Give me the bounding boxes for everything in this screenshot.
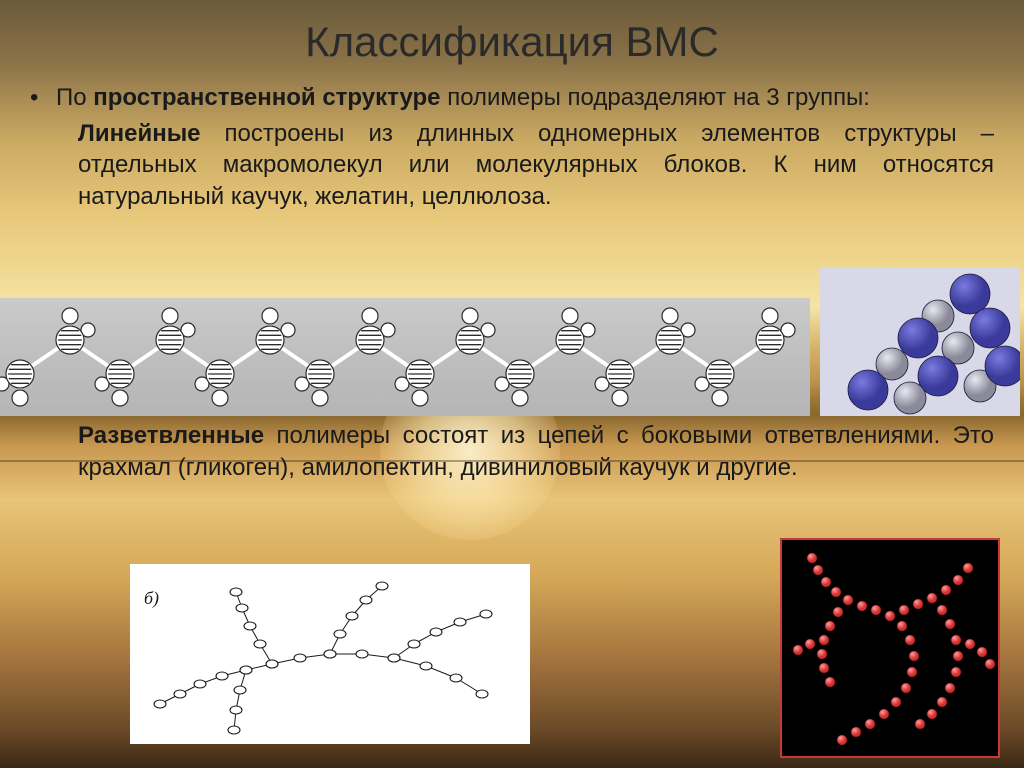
svg-text:б): б) [144,588,159,609]
body-bottom: Разветвленные полимеры состоят из цепей … [30,420,994,483]
branched-diagram-black [780,538,1000,758]
para2-rest: построены из длинных одномерных элементо… [78,120,994,210]
linear-chain-diagram [0,298,810,416]
bullet-row: • По пространственной структуре полимеры… [30,82,994,118]
molecule-3d-image [820,268,1020,416]
para1-prefix: По [56,84,93,111]
para-branched: Разветвленные полимеры состоят из цепей … [78,420,994,483]
branched-diagram-white: б) [130,564,530,744]
para1-suffix: полимеры подразделяют на 3 группы: [441,84,870,111]
body-top: • По пространственной структуре полимеры… [30,82,994,217]
bullet-marker: • [30,82,56,118]
para3-bold: Разветвленные [78,422,264,449]
slide: Классификация ВМС • По пространственной … [0,0,1024,768]
para-spatial: По пространственной структуре полимеры п… [56,82,994,114]
slide-title: Классификация ВМС [0,18,1024,66]
para-linear: Линейные построены из длинных одномерных… [78,118,994,213]
para2-bold: Линейные [78,120,201,147]
para1-bold: пространственной структуре [93,84,440,111]
branched-diagram-black-svg [782,540,998,756]
molecule-3d-svg [820,268,1020,416]
